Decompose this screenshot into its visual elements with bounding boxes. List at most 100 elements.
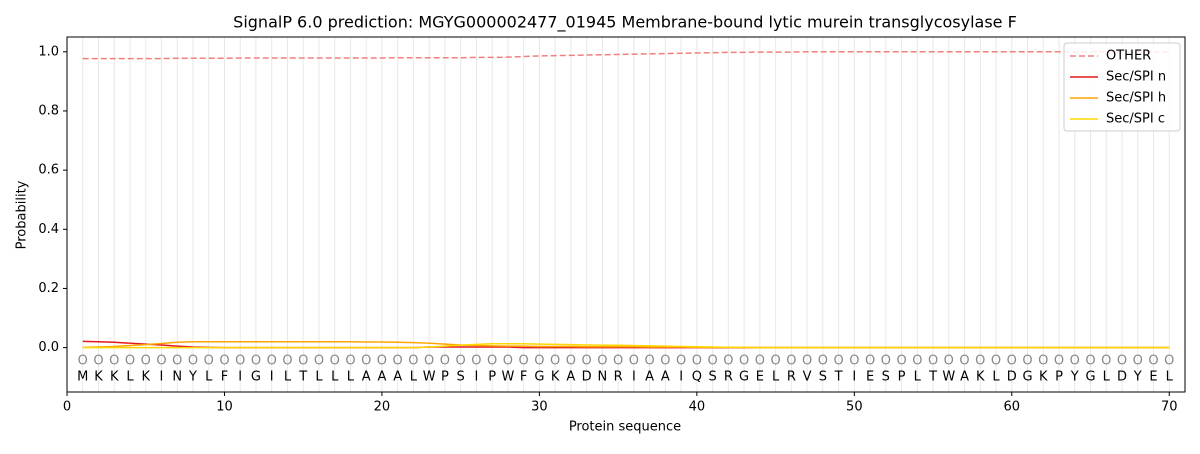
plot-frame — [66, 36, 1186, 393]
predicted-label: O — [597, 353, 607, 368]
residue-label: S — [457, 370, 465, 385]
predicted-label: O — [849, 353, 859, 368]
predicted-label: O — [424, 353, 434, 368]
residue-label: A — [377, 370, 386, 385]
predicted-label: O — [1022, 353, 1032, 368]
residue-label: P — [488, 370, 496, 385]
residue-label: L — [331, 370, 339, 385]
x-axis-label: Protein sequence — [569, 420, 681, 435]
residue-label: G — [739, 370, 749, 385]
residue-label: F — [221, 370, 228, 385]
x-tick-label: 60 — [1004, 400, 1021, 415]
predicted-label: O — [818, 353, 828, 368]
residue-label: E — [1149, 370, 1157, 385]
y-axis-label: Probability — [15, 180, 30, 249]
predicted-label: O — [440, 353, 450, 368]
predicted-label: O — [629, 353, 639, 368]
predicted-label: O — [487, 353, 497, 368]
predicted-label: O — [550, 353, 560, 368]
predicted-label: O — [833, 353, 843, 368]
predicted-label: O — [172, 353, 182, 368]
predicted-label: O — [361, 353, 371, 368]
residue-label: G — [1085, 370, 1095, 385]
predicted-label: O — [739, 353, 749, 368]
predicted-label: O — [471, 353, 481, 368]
residue-label: L — [284, 370, 292, 385]
predicted-label: O — [267, 353, 277, 368]
residue-label: R — [724, 370, 733, 385]
residue-label: L — [772, 370, 780, 385]
residue-label: I — [270, 370, 274, 385]
predicted-label: O — [204, 353, 214, 368]
predicted-label: O — [314, 353, 324, 368]
predicted-label: O — [345, 353, 355, 368]
residue-label: A — [960, 370, 969, 385]
legend-label: Sec/SPI c — [1106, 112, 1165, 127]
predicted-label: O — [1085, 353, 1095, 368]
residue-label: D — [1117, 370, 1127, 385]
predicted-label: O — [1070, 353, 1080, 368]
residue-label: P — [441, 370, 449, 385]
predicted-label: O — [519, 353, 529, 368]
residue-label: Q — [692, 370, 702, 385]
residue-label: I — [632, 370, 636, 385]
y-tick-label: 0.8 — [38, 103, 59, 118]
residue-label: L — [347, 370, 355, 385]
residue-label: E — [866, 370, 874, 385]
residue-label: I — [679, 370, 683, 385]
residue-label: G — [251, 370, 261, 385]
predicted-label: O — [393, 353, 403, 368]
predicted-label: O — [1054, 353, 1064, 368]
residue-label: W — [501, 370, 514, 385]
predicted-label: O — [959, 353, 969, 368]
y-tick-label: 0.0 — [38, 340, 59, 355]
residue-label: F — [520, 370, 527, 385]
predicted-label: O — [1038, 353, 1048, 368]
residue-label: Y — [1070, 370, 1079, 385]
predicted-label: O — [534, 353, 544, 368]
predicted-label: O — [707, 353, 717, 368]
predicted-label: O — [676, 353, 686, 368]
residue-label: L — [1166, 370, 1174, 385]
residue-label: P — [1055, 370, 1063, 385]
residue-label: K — [551, 370, 560, 385]
residue-label: W — [423, 370, 436, 385]
predicted-label: O — [692, 353, 702, 368]
residue-label: I — [160, 370, 164, 385]
predicted-label: O — [975, 353, 985, 368]
residue-label: S — [819, 370, 827, 385]
predicted-label: O — [1007, 353, 1017, 368]
y-tick-label: 0.2 — [38, 281, 59, 296]
residue-label: R — [787, 370, 796, 385]
residue-label: L — [126, 370, 134, 385]
residue-label: I — [852, 370, 856, 385]
residue-label: L — [205, 370, 213, 385]
x-tick-label: 20 — [374, 400, 391, 415]
predicted-label: O — [141, 353, 151, 368]
residue-label: D — [1007, 370, 1017, 385]
predicted-label: O — [770, 353, 780, 368]
predicted-label: O — [786, 353, 796, 368]
residue-label: T — [834, 370, 843, 385]
predicted-label: O — [456, 353, 466, 368]
predicted-label: O — [1101, 353, 1111, 368]
residue-label: T — [928, 370, 937, 385]
predicted-label: O — [912, 353, 922, 368]
residue-label: K — [1039, 370, 1048, 385]
residue-label: G — [534, 370, 544, 385]
predicted-label: O — [78, 353, 88, 368]
y-tick-label: 1.0 — [38, 44, 59, 59]
predicted-label: O — [330, 353, 340, 368]
residue-label: Y — [1133, 370, 1142, 385]
y-tick-label: 0.6 — [38, 163, 59, 178]
residue-label: S — [708, 370, 716, 385]
x-tick-label: 50 — [846, 400, 863, 415]
residue-label: K — [976, 370, 985, 385]
predicted-label: O — [896, 353, 906, 368]
predicted-label: O — [503, 353, 513, 368]
predicted-label: O — [377, 353, 387, 368]
x-tick-label: 10 — [216, 400, 233, 415]
legend-label: OTHER — [1106, 49, 1151, 64]
legend-label: Sec/SPI h — [1106, 91, 1166, 106]
predicted-label: O — [881, 353, 891, 368]
